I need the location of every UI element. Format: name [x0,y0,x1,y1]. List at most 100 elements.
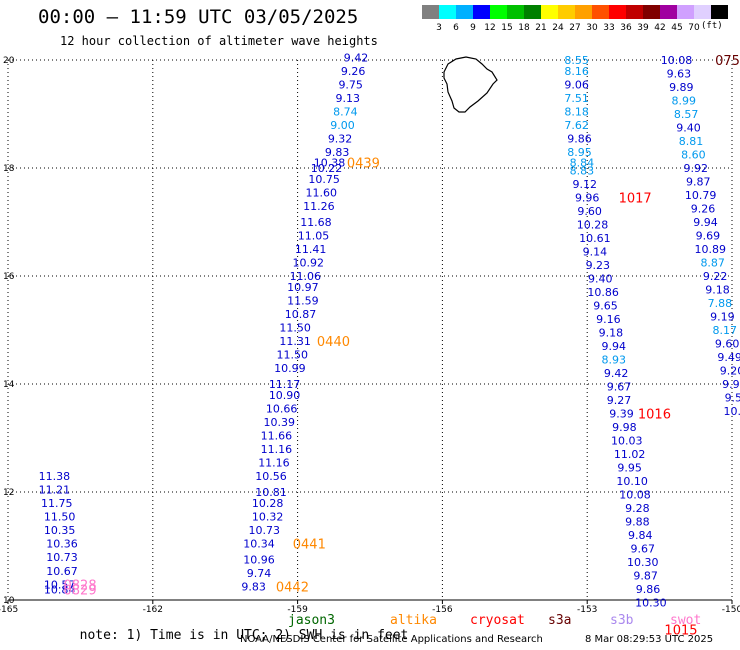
wave-height-point: 10.32 [252,510,284,523]
colorbar-label-1: 6 [453,23,459,33]
note-line: note: 1) Time is in UTC; 2) SWH is in fe… [64,613,409,643]
wave-height-point: 11.50 [44,510,76,523]
wave-height-point: 10.81 [255,486,287,499]
colorbar-label-7: 24 [552,23,564,33]
wave-height-point: 9.84 [628,529,653,542]
plot-axes: -165 -162 -159 -156 -153 -150 10 12 14 16 18 20 [0,56,740,615]
colorbar-label-5: 18 [518,23,530,33]
wave-height-point: 10.84 [44,584,76,597]
wave-height-point: 10.28 [577,219,609,232]
pass-time-label: 0440 [317,335,350,350]
wave-height-point: 10.38 [314,157,346,170]
wave-height-point: 9.94 [601,340,626,353]
pass-time-label: 0828 [64,578,97,593]
wave-height-point: 9.83 [241,581,266,594]
colorbar-swatch-6 [524,5,541,19]
wave-height-point: 9.87 [633,570,658,583]
wave-height-point: 10.08 [619,489,651,502]
wave-height-point: 9.14 [583,246,608,259]
wave-height-point: 9.39 [609,408,634,421]
pass-time-label: 1017 [619,192,652,207]
pass-time-label: 0439 [347,157,380,172]
colorbar-swatch-1 [439,5,456,19]
colorbar-swatch-2 [456,5,473,19]
wave-height-point: 10.66 [266,402,298,415]
satellite-legend-s3b: s3b [610,613,634,628]
wave-height-point: 10.67 [46,565,78,578]
wave-height-point: 9.18 [599,327,624,340]
wave-height-point: 10.92 [292,257,324,270]
wave-height-point: 9.19 [710,311,735,324]
wave-height-point: 8.84 [570,157,595,170]
colorbar-swatch-14 [660,5,677,19]
y-tick-label-4: 18 [3,164,15,174]
wave-height-point: 10.36 [46,537,78,550]
colorbar-swatch-15 [677,5,694,19]
wave-height-point: 9.83 [325,146,350,159]
wave-height-point: 11.02 [614,448,646,461]
wave-height-point: 9.63 [667,68,692,81]
wave-height-point: 9.18 [705,284,730,297]
wave-height-point: 8.16 [564,65,589,78]
wave-height-point: 8.87 [700,257,725,270]
wave-height-point: 10.73 [249,524,281,537]
wave-height-point: 9.75 [338,78,363,91]
colorbar-label-15: 70 [688,23,700,33]
wave-height-point: 11.31 [279,335,311,348]
y-tick-label-3: 16 [3,272,15,282]
wave-height-point: 10.03 [611,435,643,448]
wave-height-point: 11.06 [290,270,322,283]
wave-height-point: 9.22 [703,270,728,283]
wave-height-point: 11.41 [295,243,327,256]
wave-height-point: 10.97 [287,281,319,294]
wave-height-point: 10.35 [44,524,76,537]
wave-height-point: 7.62 [564,119,589,132]
wave-height-point: 9.65 [593,300,618,313]
wave-height-point: 9.67 [630,543,655,556]
wave-height-point: 9.88 [625,516,650,529]
wave-height-point: 9.74 [247,567,272,580]
wave-height-point: 8.83 [570,165,595,178]
wave-height-point: 9.69 [696,230,721,243]
wave-height-point: 10.73 [46,551,78,564]
pass-time-label: 0441 [293,537,326,552]
x-tick-label-0: -165 [0,605,18,615]
wave-height-point: 9.87 [686,176,711,189]
chart-subtitle: 12 hour collection of altimeter wave hei… [60,34,378,48]
satellite-legend-swot: swot [670,613,702,628]
wave-height-point: 11.05 [298,230,330,243]
pass-time-label: 1015 [664,624,697,639]
wave-height-point: 8.17 [713,324,738,337]
colorbar-label-12: 39 [637,23,649,33]
wave-height-point: 9.26 [341,65,366,78]
colorbar-legend: 3 6 9 12 15 18 21 24 27 30 33 36 39 42 45 70 [422,5,728,33]
wave-height-point: 11.50 [279,321,311,334]
wave-height-point: 9.16 [596,313,621,326]
wave-height-point: 8.55 [564,54,589,67]
colorbar-label-11: 36 [620,23,632,33]
y-tick-label-1: 12 [3,488,14,498]
satellite-legend-s3a: s3a [548,613,572,628]
y-tick-label-2: 14 [3,380,15,390]
wave-height-point: 9.13 [336,92,361,105]
colorbar-swatch-10 [592,5,609,19]
wave-height-point: 8.57 [674,108,699,121]
wave-height-point: 11.50 [277,348,309,361]
wave-height-point: 8.18 [564,105,589,118]
wave-height-point: 9.42 [344,51,369,64]
wave-height-point: 9.06 [564,78,589,91]
colorbar-label-6: 21 [535,23,546,33]
wave-height-point: 11.17 [269,378,301,391]
satellite-legend-cryosat: cryosat [470,613,525,628]
wave-height-point: 10.86 [587,286,619,299]
wave-height-point: 9.60 [715,338,740,351]
wave-height-point: 9.28 [625,502,650,515]
wave-height-point: 11.38 [39,470,71,483]
wave-height-point: 9.91 [722,378,740,391]
wave-height-point: 9.00 [330,119,355,132]
wave-height-point: 11.59 [287,294,319,307]
wave-height-labels: 10.8410.5710.6710.7310.3610.3511.5011.75… [39,51,740,609]
wave-height-point: 11.26 [303,200,335,213]
